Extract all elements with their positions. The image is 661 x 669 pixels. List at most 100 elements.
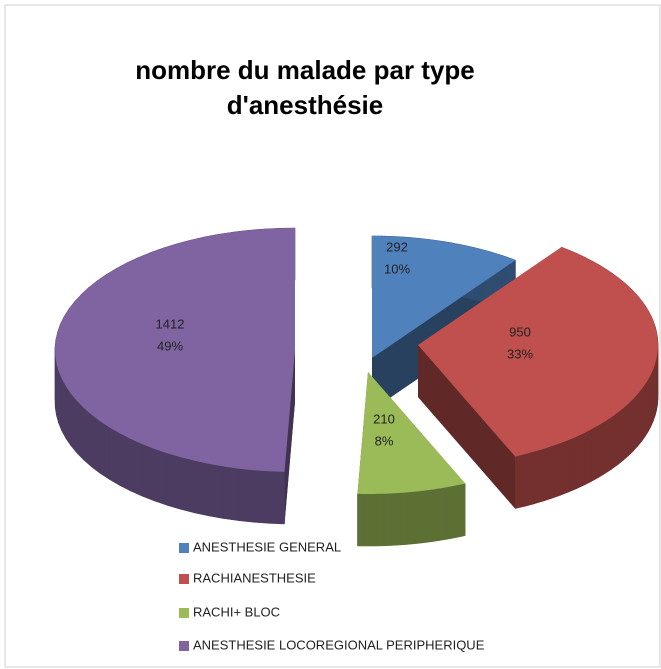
slice-side — [194, 460, 210, 517]
slice — [54, 227, 296, 525]
slice-side — [647, 374, 652, 432]
slice-side — [604, 416, 612, 474]
slice-top — [418, 247, 658, 457]
slice-side — [373, 493, 377, 547]
slice-side — [452, 485, 455, 539]
slice-side — [551, 442, 561, 499]
slice-side — [418, 345, 516, 509]
slice-side — [591, 424, 599, 482]
legend-label: RACHI+ BLOC — [193, 604, 280, 619]
slice-side — [76, 400, 85, 461]
slice-side — [462, 483, 466, 537]
slice-side — [447, 486, 451, 540]
slice-side — [583, 428, 592, 486]
slice-side — [400, 492, 404, 546]
legend-swatch — [179, 641, 189, 651]
slice-side — [380, 493, 384, 547]
slice-side — [568, 436, 577, 493]
slice-side — [109, 426, 121, 486]
slice-side — [622, 403, 629, 462]
slice-side — [70, 392, 78, 454]
slice-side — [357, 493, 361, 547]
percent-label: 33% — [507, 346, 533, 361]
slice-top — [372, 236, 516, 358]
slice-side — [456, 484, 460, 538]
slice-side — [416, 490, 420, 544]
slice-side — [180, 456, 196, 514]
slice-side — [460, 483, 464, 537]
slice-side — [409, 491, 413, 545]
slice-side — [268, 470, 285, 525]
slice-side — [403, 492, 406, 545]
slice-side — [445, 486, 449, 540]
slice-side — [427, 489, 431, 543]
slice-side — [441, 487, 444, 541]
slice-side — [83, 407, 92, 468]
slice-side — [154, 448, 168, 506]
slice-side — [384, 493, 388, 547]
percent-label: 49% — [157, 338, 183, 353]
slice-side — [514, 453, 525, 509]
legend-swatch — [179, 543, 189, 553]
slice-side — [533, 448, 544, 505]
slice-side — [253, 469, 270, 524]
slice-side — [238, 468, 254, 523]
slice-side — [641, 383, 646, 443]
slice-side — [359, 493, 363, 547]
slice-side — [361, 493, 365, 547]
slice-side — [61, 378, 67, 439]
slice-side — [364, 493, 367, 547]
slice-side — [439, 487, 442, 541]
slice-side — [637, 388, 642, 448]
slice — [418, 246, 659, 509]
slice-top — [357, 372, 466, 494]
slice-side — [542, 445, 552, 502]
slice-side — [99, 420, 110, 481]
slice-side — [611, 412, 618, 470]
slice-side — [421, 490, 425, 544]
slice-side — [425, 489, 429, 543]
slice-side — [432, 488, 436, 542]
slice-side — [377, 493, 381, 547]
slice-side — [650, 368, 654, 427]
slice-side — [142, 443, 155, 502]
slice-side — [366, 493, 370, 547]
slice-side — [387, 493, 390, 546]
slice-side — [412, 491, 416, 545]
slice-side — [130, 438, 143, 497]
slice-side — [375, 493, 379, 547]
slice-side — [405, 491, 409, 545]
slice-side — [430, 489, 433, 543]
chart-title: d'anesthésie — [227, 90, 383, 120]
slice-top — [55, 228, 295, 472]
legend-label: ANESTHESIE GENERAL — [193, 539, 341, 554]
slice-side — [65, 385, 72, 447]
slice-side — [208, 463, 224, 519]
data-label: 292 — [386, 239, 408, 254]
slice-side — [628, 398, 634, 457]
slice-side — [617, 407, 624, 466]
slice-side — [423, 490, 427, 544]
slice-side — [391, 492, 395, 546]
slice-side — [454, 485, 457, 539]
slice-side — [119, 432, 132, 492]
slice — [357, 372, 466, 547]
slice-side — [443, 487, 447, 541]
slice-side — [436, 488, 440, 542]
slice-side — [449, 485, 453, 539]
legend-label: RACHIANESTHESIE — [193, 570, 316, 585]
slice-side — [368, 493, 372, 547]
slice-side — [396, 492, 400, 546]
slice-side — [598, 420, 606, 478]
slice-side — [434, 488, 438, 542]
slice-side — [389, 493, 393, 546]
slice-side — [284, 350, 295, 524]
slice-side — [458, 484, 462, 538]
slice-side — [370, 493, 374, 547]
legend-swatch — [179, 574, 189, 584]
slice-side — [223, 466, 239, 521]
chart-title: nombre du malade par type — [135, 55, 475, 85]
legend-label: ANESTHESIE LOCOREGIONAL PERIPHERIQUE — [193, 637, 485, 652]
percent-label: 8% — [375, 433, 394, 448]
